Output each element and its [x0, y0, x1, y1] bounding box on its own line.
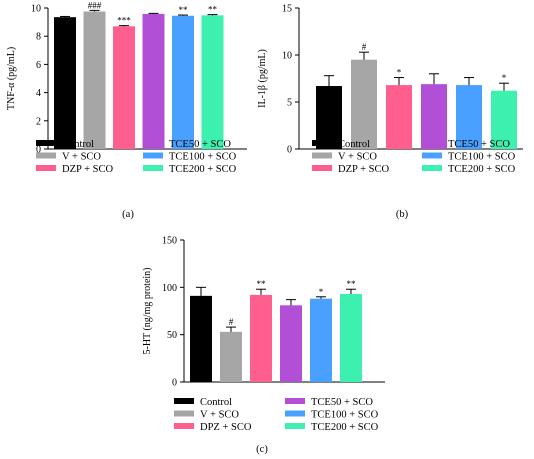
legend-swatch	[285, 398, 305, 404]
legend-label: TCE200 + SCO	[448, 164, 516, 175]
legend-label: Control	[62, 139, 94, 150]
legend-swatch	[422, 152, 442, 159]
legend-swatch	[36, 140, 56, 146]
bar	[113, 26, 135, 149]
bar	[456, 85, 482, 149]
y-tick-label: 5	[287, 98, 292, 109]
legend-swatch	[36, 165, 56, 171]
y-tick-label: 100	[162, 283, 177, 294]
y-tick-label: 4	[36, 88, 41, 99]
significance-label: #	[229, 317, 234, 327]
legend-swatch	[143, 165, 163, 171]
legend-swatch	[422, 140, 442, 146]
legend-swatch	[174, 398, 194, 404]
legend-swatch	[422, 165, 442, 171]
legend-swatch	[174, 410, 194, 417]
legend-swatch	[285, 410, 305, 417]
bar	[316, 86, 342, 149]
legend-label: TCE200 + SCO	[311, 422, 379, 433]
y-tick-label: 6	[36, 60, 41, 71]
bar	[340, 293, 362, 382]
bar	[190, 295, 212, 382]
legend-label: TCE50 + SCO	[169, 139, 231, 150]
legend-label: Control	[338, 139, 370, 150]
significance-label: #	[362, 42, 367, 52]
y-axis-title: 5-HT (ng/mg protein)	[142, 267, 153, 354]
y-tick-label: 150	[162, 236, 177, 247]
bar	[250, 294, 272, 382]
y-tick-label: 10	[31, 4, 41, 15]
bar	[54, 17, 76, 149]
bar	[491, 90, 517, 149]
y-tick-label: 15	[282, 4, 292, 15]
legend-swatch	[36, 152, 56, 159]
y-tick-label: 0	[172, 378, 177, 389]
bar	[386, 85, 412, 149]
legend-label: V + SCO	[200, 409, 239, 420]
legend-label: DPZ + SCO	[200, 422, 252, 433]
bar	[280, 305, 302, 382]
legend-label: V + SCO	[338, 151, 377, 162]
legend-label: TCE100 + SCO	[448, 151, 516, 162]
significance-label: *	[397, 68, 402, 78]
legend-swatch	[312, 152, 332, 159]
y-tick-label: 50	[167, 330, 177, 341]
y-tick-label: 8	[36, 32, 41, 43]
legend-swatch	[143, 152, 163, 159]
legend-swatch	[285, 423, 305, 429]
bar	[351, 59, 377, 150]
significance-label: **	[179, 5, 189, 15]
bar	[220, 331, 242, 382]
bar	[310, 298, 332, 382]
bar	[83, 11, 106, 150]
y-tick-label: 0	[287, 145, 292, 156]
legend-label: V + SCO	[62, 151, 101, 162]
legend-label: Control	[200, 397, 232, 408]
bar	[142, 13, 165, 150]
y-axis-title: IL-1β (pg/mL)	[257, 49, 268, 108]
legend-swatch	[312, 165, 332, 171]
legend-label: DZP + SCO	[62, 164, 113, 175]
bar	[172, 15, 194, 149]
legend-label: TCE200 + SCO	[169, 164, 237, 175]
legend-swatch	[174, 423, 194, 429]
legend-swatch	[312, 140, 332, 146]
legend-label: TCE100 + SCO	[311, 409, 379, 420]
legend-label: DZP + SCO	[338, 164, 389, 175]
bar	[201, 15, 224, 149]
legend-label: TCE100 + SCO	[169, 151, 237, 162]
legend-label: TCE50 + SCO	[311, 397, 373, 408]
panel-label: (a)	[122, 209, 134, 220]
significance-label: *	[319, 287, 324, 297]
panel-label: (c)	[256, 444, 268, 455]
y-tick-label: 0	[36, 145, 41, 156]
significance-label: **	[347, 279, 357, 289]
significance-label: ***	[117, 16, 131, 26]
significance-label: ###	[88, 0, 102, 10]
y-axis-title: TNF-α (pg/mL)	[6, 47, 17, 110]
legend-label: TCE50 + SCO	[448, 139, 510, 150]
y-tick-label: 10	[282, 51, 292, 62]
significance-label: **	[257, 279, 267, 289]
significance-label: *	[502, 73, 507, 83]
legend-swatch	[143, 140, 163, 146]
significance-label: **	[208, 5, 218, 15]
panel-label: (b)	[396, 209, 409, 220]
bar	[421, 84, 447, 149]
y-tick-label: 2	[36, 116, 41, 127]
